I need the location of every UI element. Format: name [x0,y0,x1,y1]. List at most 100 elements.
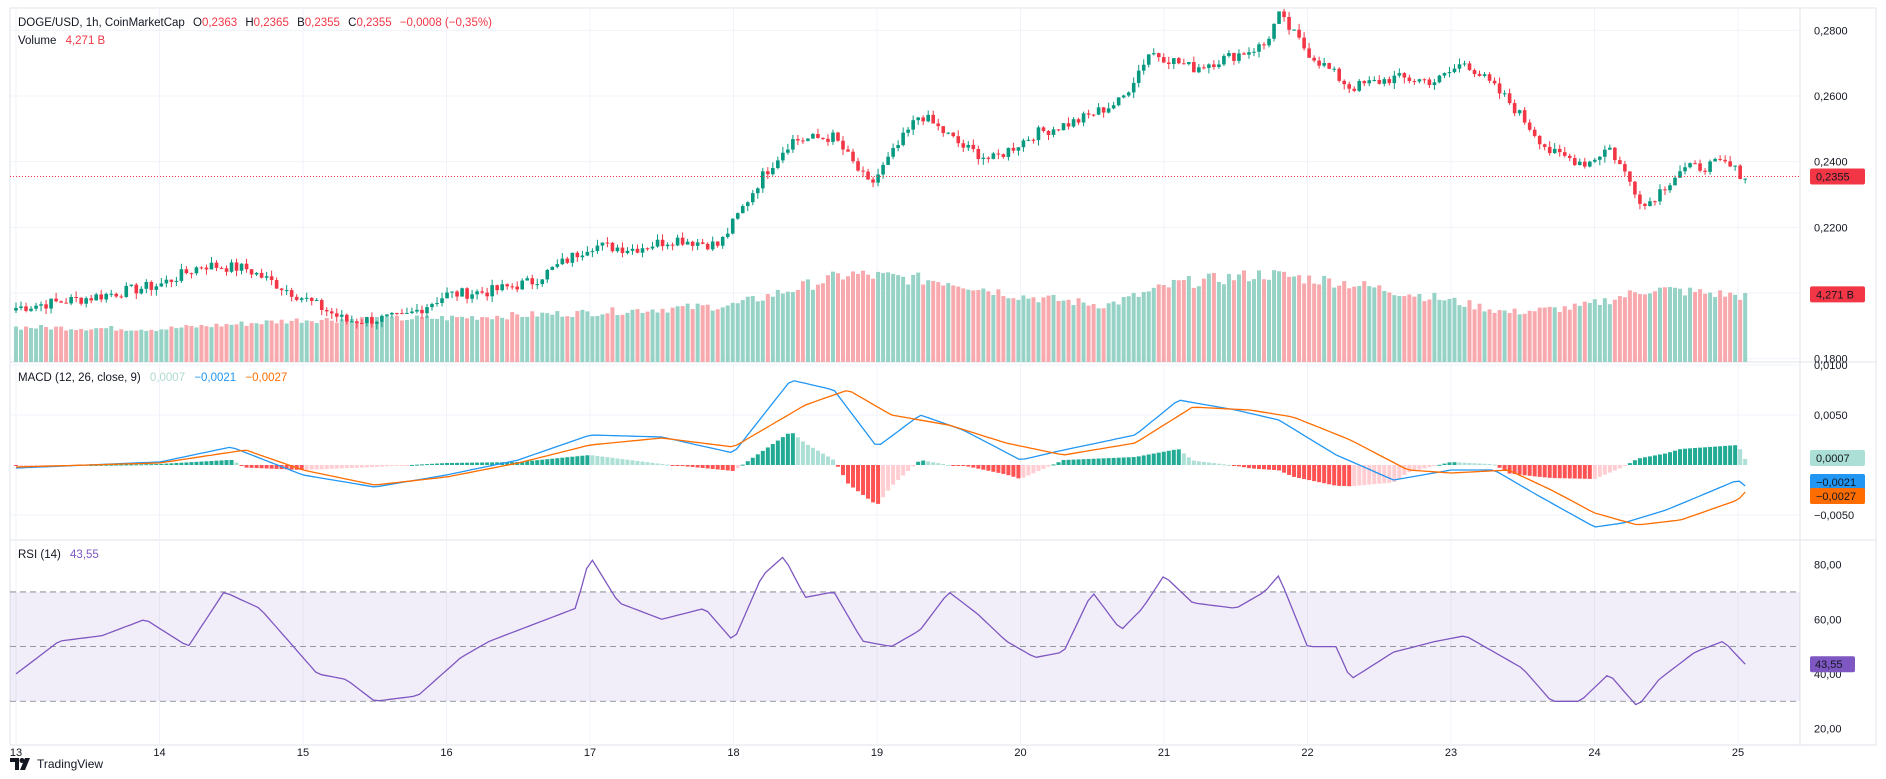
macd-histogram-bar [1412,465,1417,471]
candle-body [956,136,961,144]
candle-body [896,145,900,149]
volume-bar [1201,278,1206,362]
rsi-label[interactable]: RSI (14) [18,549,61,561]
volume-bar [1728,292,1733,362]
volume-bar [134,330,139,362]
candle-body [595,245,600,252]
volume-bar [710,310,715,362]
macd-histogram-bar [991,465,996,472]
macd-histogram-bar [1577,465,1582,479]
candle-body [1086,113,1091,115]
volume-bar [1006,298,1011,362]
macd-histogram-bar [595,455,600,465]
macd-histogram-bar [1708,446,1713,465]
macd-histogram-bar [670,465,675,466]
price-tick-label: 0,2400 [1814,157,1848,169]
candle-body [1698,163,1702,171]
volume-label[interactable]: Volume [18,35,57,47]
volume-bar [89,329,94,362]
symbol-title[interactable]: DOGE/USD, 1h, CoinMarketCap [18,17,185,29]
macd-histogram-bar [680,465,685,467]
candle-body [1071,119,1076,127]
macd-histogram-bar [249,465,254,468]
volume-bar [389,316,394,362]
candle-body [891,148,895,157]
volume-bar [69,329,74,362]
macd-histogram-bar [339,465,344,469]
macd-histogram-bar [404,465,409,466]
candle-body [771,168,775,175]
volume-bar [695,303,700,362]
candle-body [1512,103,1517,114]
macd-histogram-bar [109,464,114,466]
volume-bar [44,327,49,362]
volume-bar [244,325,249,362]
volume-bar [550,314,555,362]
volume-bar [404,319,409,362]
volume-bar [1522,313,1527,362]
macd-histogram-bar [780,437,785,465]
macd-histogram-bar [610,457,615,465]
volume-bar [886,272,891,362]
volume-bar [1708,292,1713,362]
volume-bar [720,307,725,362]
macd-histogram-bar [1657,454,1662,465]
volume-bar [159,329,164,362]
volume-bar [194,327,199,362]
macd-histogram-bar [179,462,184,465]
candle-body [1192,62,1196,73]
rsi-tick-label: 80,00 [1814,560,1842,572]
macd-histogram-bar [254,465,259,469]
volume-bar [1492,312,1497,362]
macd-histogram-bar [996,465,1001,473]
volume-bar [79,328,84,362]
tradingview-logo[interactable]: TradingView [10,757,103,771]
macd-histogram-bar [1297,465,1302,478]
volume-bar [114,330,119,362]
macd-histogram-bar [1191,460,1196,465]
volume-bar [540,312,545,362]
macd-signal-value: −0,0027 [245,372,288,384]
candle-body [1026,139,1031,141]
candle-body [495,285,499,291]
macd-histogram-bar [820,453,825,465]
candle-body [1718,158,1722,160]
macd-histogram-bar [1176,449,1181,465]
volume-bar [234,324,239,362]
candle-body [560,258,565,265]
volume-bar [961,288,966,362]
candle-body [1337,68,1341,81]
rsi-line [15,556,1746,706]
macd-histogram-bar [304,465,309,470]
candle-body [570,252,575,263]
candle-body [114,293,119,297]
candle-body [254,272,259,275]
candle-body [1693,163,1697,165]
macd-histogram-bar [725,465,730,471]
macd-histogram-bar [1272,465,1277,471]
macd-histogram-bar [1046,465,1051,467]
macd-histogram-bar [946,464,951,466]
candle-body [635,248,640,253]
candle-body [1292,29,1296,31]
volume-bar [34,328,39,362]
candle-body [505,284,509,287]
macd-histogram-bar [1537,465,1542,477]
candle-body [1177,58,1181,64]
macd-histogram-bar [1096,458,1101,465]
volume-bar [565,316,570,362]
volume-bar [1292,276,1297,362]
macd-histogram-bar [625,459,630,465]
volume-bar [891,273,896,362]
macd-histogram-bar [600,456,605,465]
volume-bar [269,320,274,362]
candle-body [1658,189,1662,202]
volume-bar [445,320,450,362]
candle-body [1322,63,1326,66]
macd-histogram-bar [871,465,876,503]
macd-histogram-bar [1136,456,1141,465]
macd-label[interactable]: MACD (12, 26, close, 9) [18,372,141,384]
volume-bar [249,323,254,362]
candle-body [1182,63,1186,65]
